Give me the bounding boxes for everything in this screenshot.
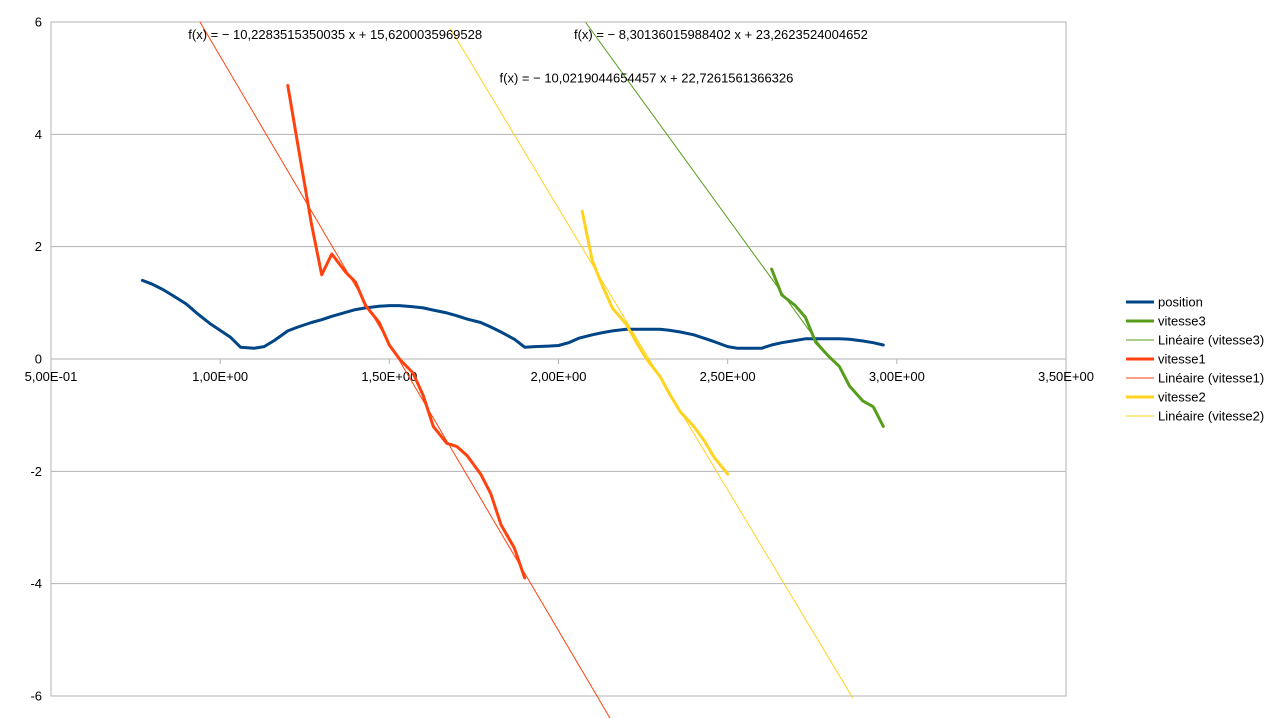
series — [140, 21, 885, 718]
legend: position vitesse3 Linéaire (vitesse3) vites… — [1126, 295, 1264, 424]
y-tick-label: -4 — [30, 576, 42, 591]
x-tick-label: 3,00E+00 — [869, 369, 925, 384]
series-line-position — [140, 278, 885, 350]
series-line-vitesse1 — [286, 84, 527, 580]
trend-equation: f(x) = − 8,30136015988402 x + 23,2623524… — [574, 27, 868, 42]
legend-label: vitesse2 — [1158, 390, 1206, 405]
legend-label: position — [1158, 295, 1203, 310]
trend-equation: f(x) = − 10,2283515350035 x + 15,6200035… — [188, 27, 482, 42]
y-tick-label: 4 — [35, 127, 42, 142]
legend-label: Linéaire (vitesse1) — [1158, 371, 1264, 386]
legend-label: vitesse3 — [1158, 314, 1206, 329]
trendline-equations: f(x) = − 10,2283515350035 x + 15,6200035… — [188, 27, 868, 86]
x-tick-label: 2,50E+00 — [700, 369, 756, 384]
trendline-lin-aire-vitesse1 — [199, 21, 611, 718]
legend-label: vitesse1 — [1158, 352, 1206, 367]
y-tick-label: -2 — [30, 464, 42, 479]
legend-label: Linéaire (vitesse2) — [1158, 409, 1264, 424]
series-line-vitesse2 — [580, 209, 730, 476]
x-tick-label: 1,50E+00 — [361, 369, 417, 384]
trend-equation: f(x) = − 10,0219044654457 x + 22,7261561… — [500, 71, 794, 86]
legend-label: Linéaire (vitesse3) — [1158, 333, 1264, 348]
y-tick-label: -6 — [30, 689, 42, 704]
x-axis-ticks: 5,00E-01 1,00E+00 1,50E+00 2,00E+00 2,50E+00… — [25, 359, 1094, 384]
x-tick-label: 3,50E+00 — [1038, 369, 1094, 384]
y-tick-label: 6 — [35, 15, 42, 30]
y-tick-label: 2 — [35, 239, 42, 254]
series-line-vitesse3 — [770, 267, 885, 428]
x-tick-label: 2,00E+00 — [530, 369, 586, 384]
y-tick-label: 0 — [35, 352, 42, 367]
x-tick-label: 1,00E+00 — [192, 369, 248, 384]
y-axis-ticks: 6 4 2 0 -2 -4 -6 — [30, 15, 42, 704]
x-tick-label: 5,00E-01 — [25, 369, 78, 384]
